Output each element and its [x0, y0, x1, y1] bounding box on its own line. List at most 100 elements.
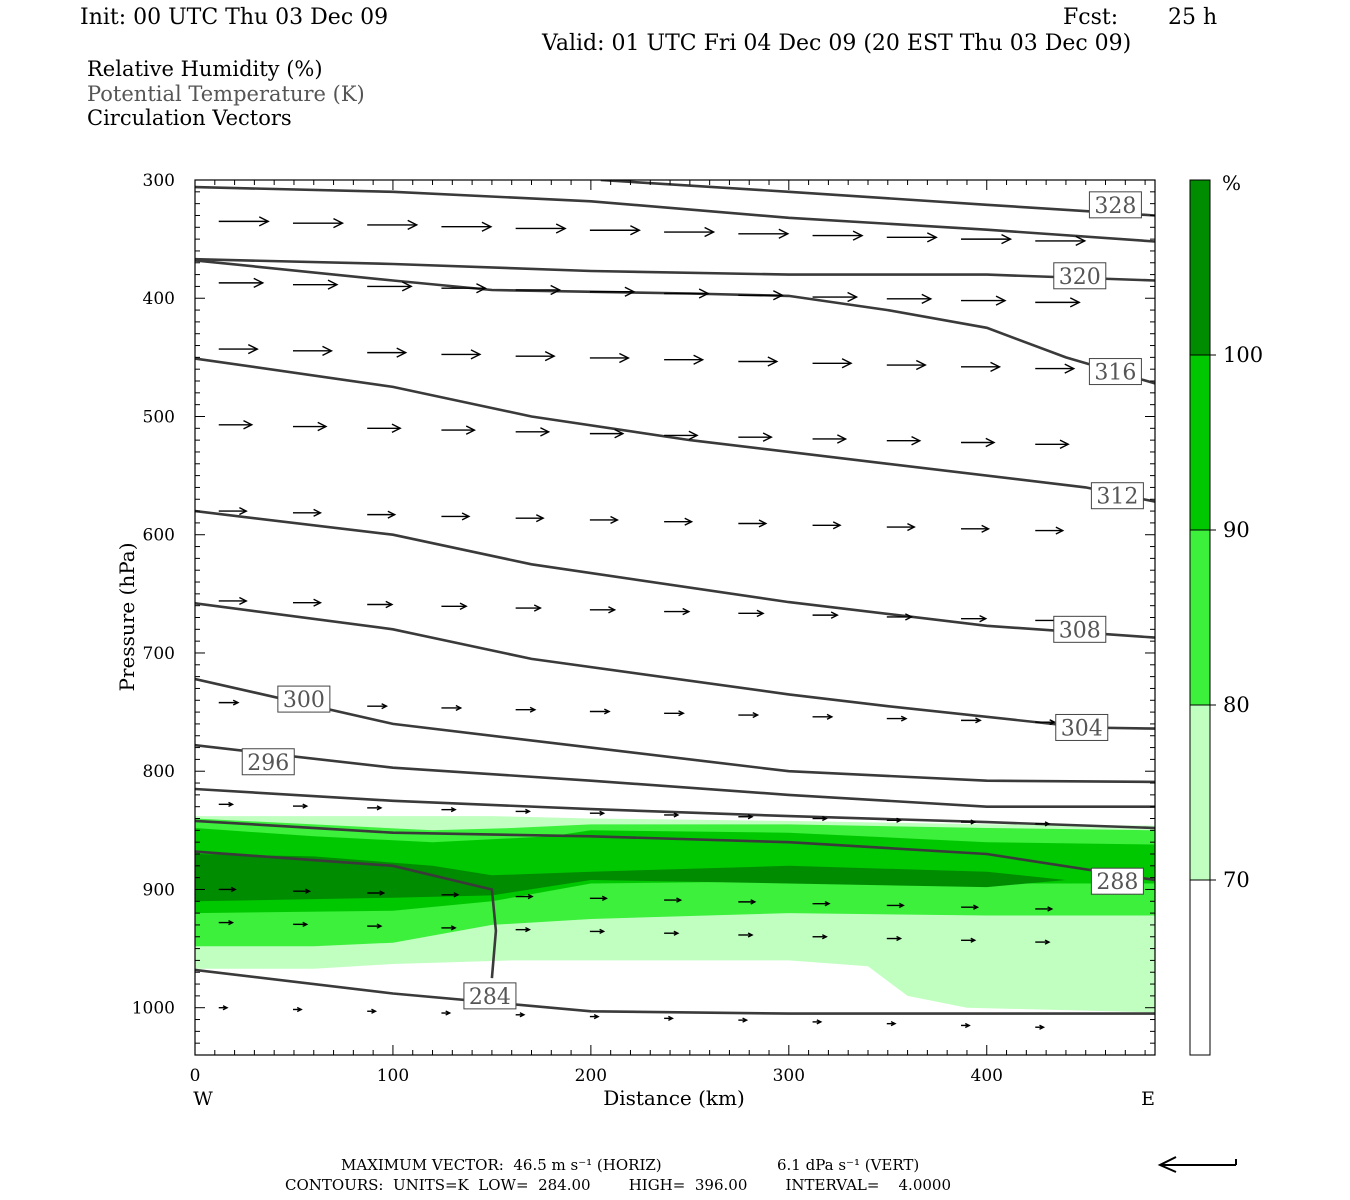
- circulation-vector: [218, 1005, 229, 1011]
- contour-label-300: 300: [283, 688, 325, 713]
- circulation-vector: [738, 356, 779, 367]
- y-tick-label: 400: [143, 289, 175, 309]
- circulation-vector: [886, 435, 922, 446]
- circulation-vector: [515, 351, 556, 362]
- y-tick-label: 900: [143, 880, 175, 900]
- contour-label-box-288: [1090, 867, 1144, 895]
- circulation-vector: [886, 935, 903, 942]
- circulation-vector: [961, 819, 977, 825]
- circulation-vector: [367, 923, 383, 929]
- circulation-vector: [664, 930, 680, 936]
- circulation-vector: [515, 706, 537, 713]
- circulation-vector: [664, 897, 683, 903]
- circulation-vector: [886, 293, 933, 304]
- circulation-vector: [738, 814, 754, 820]
- circulation-vector: [664, 517, 694, 526]
- circulation-vector: [1035, 719, 1057, 726]
- circulation-vector: [441, 925, 457, 931]
- circulation-vector: [367, 805, 383, 811]
- circulation-vector: [961, 361, 1002, 372]
- circulation-vector: [1035, 363, 1076, 374]
- contour-label-box-316: [1088, 358, 1142, 386]
- circulation-vector: [1035, 939, 1051, 945]
- circulation-vector: [664, 812, 680, 818]
- circulation-vector: [589, 928, 606, 935]
- circulation-vector: [812, 900, 831, 907]
- circulation-vector: [218, 216, 270, 227]
- circulation-vector: [886, 232, 938, 243]
- colorbar-segment: [1190, 880, 1210, 1055]
- circulation-vector: [961, 437, 996, 448]
- colorbar-label: 80: [1223, 693, 1250, 717]
- legend-rh: Relative Humidity (%): [87, 57, 323, 81]
- circulation-vector: [812, 815, 828, 822]
- circulation-vector: [812, 1019, 823, 1025]
- circulation-vector: [738, 899, 757, 905]
- y-tick-label: 300: [143, 171, 175, 191]
- contour-label-box-304: [1055, 713, 1109, 741]
- theta-contour-312: [195, 357, 1155, 503]
- circulation-vector: [441, 807, 457, 813]
- circulation-vector: [664, 607, 691, 616]
- circulation-vector: [218, 886, 237, 893]
- circulation-vector: [812, 230, 864, 241]
- y-tick-label: 800: [143, 762, 175, 782]
- y-axis-label: Pressure (hPa): [115, 543, 139, 692]
- contour-label-320: 320: [1059, 265, 1101, 290]
- theta-contour-304: [195, 602, 1155, 730]
- circulation-vector: [664, 288, 710, 299]
- circulation-vector: [441, 425, 476, 435]
- circulation-vector: [589, 286, 636, 297]
- valid-time: Valid: 01 UTC Fri 04 Dec 09 (20 EST Thu …: [542, 31, 1132, 56]
- y-tick-label: 700: [143, 644, 175, 664]
- circulation-vector: [738, 290, 784, 301]
- circulation-vector: [515, 284, 562, 296]
- circulation-vector: [886, 1021, 897, 1027]
- colorbar-label: 70: [1223, 868, 1250, 892]
- circulation-vector: [589, 1013, 600, 1020]
- circulation-vector: [292, 345, 334, 356]
- circulation-vector: [292, 421, 328, 432]
- circulation-vector: [812, 521, 842, 530]
- colorbar-segment: [1190, 355, 1210, 530]
- contour-label-box-300: [277, 685, 331, 713]
- circulation-vector: [292, 218, 345, 229]
- circulation-vector: [292, 598, 323, 607]
- circulation-vector: [1035, 235, 1087, 247]
- x-tick-label: 400: [971, 1066, 1003, 1086]
- colorbar-label: 90: [1223, 518, 1250, 542]
- circulation-vector: [367, 1008, 378, 1014]
- circulation-vector: [367, 703, 389, 710]
- circulation-vector: [441, 1010, 452, 1016]
- theta-contour-288: [195, 819, 1155, 882]
- forecast-hours: 25 h: [1168, 5, 1218, 30]
- circulation-vector: [812, 713, 834, 720]
- circulation-vector: [812, 611, 839, 619]
- circulation-vector: [367, 347, 408, 358]
- theta-contour-284: [195, 850, 498, 979]
- circulation-vector: [738, 932, 754, 938]
- contour-info: CONTOURS: UNITS=K LOW= 284.00 HIGH= 396.…: [285, 1176, 951, 1194]
- theta-contour-280: [195, 968, 1155, 1015]
- max-vector-vertical: 6.1 dPa s⁻¹ (VERT): [777, 1156, 920, 1174]
- colorbar-frame: [1189, 179, 1211, 1056]
- circulation-vector: [441, 704, 463, 711]
- circulation-vector: [812, 434, 848, 444]
- circulation-vector: [961, 937, 977, 943]
- colorbar-label: 100: [1223, 343, 1263, 367]
- y-tick-label: 500: [143, 407, 175, 427]
- circulation-vector: [961, 717, 982, 724]
- contour-label-328: 328: [1094, 194, 1136, 219]
- circulation-vector: [812, 934, 828, 940]
- circulation-vector: [218, 919, 235, 926]
- theta-contour-324: [195, 185, 1155, 243]
- legend-theta: Potential Temperature (K): [87, 82, 365, 106]
- circulation-vector: [515, 427, 551, 437]
- circulation-vector: [441, 602, 468, 610]
- circulation-vector: [664, 354, 705, 365]
- circulation-vector: [1035, 526, 1065, 535]
- circulation-vector: [664, 430, 699, 441]
- circulation-vector: [738, 432, 773, 442]
- circulation-vector: [589, 225, 641, 236]
- contour-label-box-284: [463, 982, 517, 1010]
